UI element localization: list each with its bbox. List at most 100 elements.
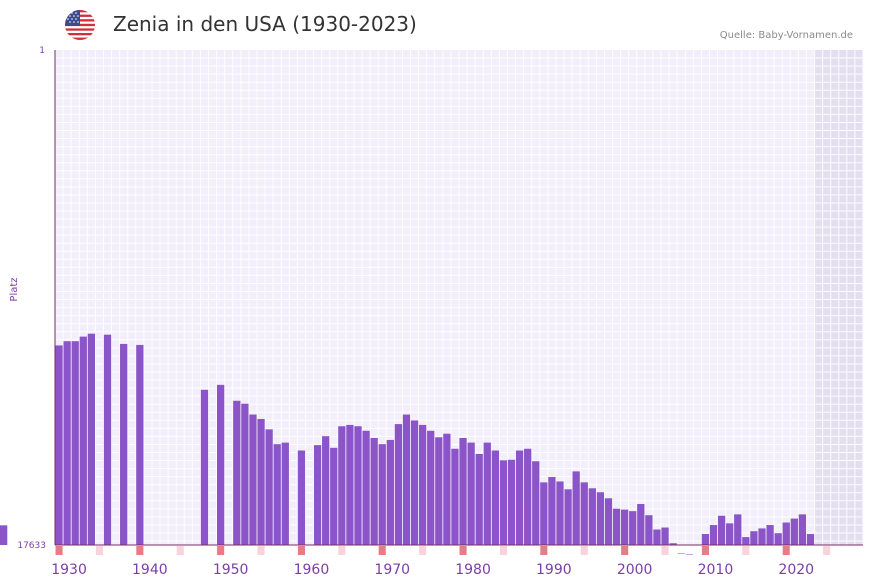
bar-1987 bbox=[515, 450, 524, 545]
halfdecade-marker-2005 bbox=[661, 546, 669, 555]
x-tick-1940: 1940 bbox=[132, 562, 168, 578]
halfdecade-marker-1985 bbox=[499, 546, 507, 555]
bar-1993 bbox=[564, 489, 572, 545]
decade-marker-1940 bbox=[136, 546, 144, 555]
decade-marker-2010 bbox=[701, 546, 709, 555]
x-tick-1960: 1960 bbox=[294, 562, 330, 578]
bar-1950 bbox=[217, 384, 225, 545]
bar-1958 bbox=[281, 442, 289, 545]
bar-1976 bbox=[427, 430, 435, 545]
bar-1933 bbox=[79, 336, 87, 545]
bar-1956 bbox=[265, 429, 273, 545]
decade-marker-1980 bbox=[459, 546, 467, 555]
bar-1977 bbox=[435, 437, 443, 545]
x-tick-2000: 2000 bbox=[617, 562, 653, 578]
bar-1988 bbox=[524, 448, 532, 545]
bar-2008 bbox=[685, 554, 693, 555]
bar-1967 bbox=[354, 426, 362, 545]
bar-1934 bbox=[87, 333, 95, 545]
source-label: Quelle: Baby-Vornamen.de bbox=[719, 30, 853, 41]
bar-1948 bbox=[200, 389, 209, 545]
halfdecade-marker-2015 bbox=[742, 546, 750, 555]
bar-1994 bbox=[572, 471, 580, 545]
decade-marker-1970 bbox=[378, 546, 386, 555]
bar-1969 bbox=[370, 438, 378, 545]
bar-2020 bbox=[782, 522, 790, 545]
bar-1981 bbox=[467, 442, 475, 545]
bar-1972 bbox=[394, 424, 403, 545]
bar-1983 bbox=[483, 442, 491, 545]
decade-marker-2000 bbox=[621, 546, 629, 555]
bar-1998 bbox=[604, 498, 613, 545]
bar-2016 bbox=[750, 531, 758, 545]
decade-marker-1960 bbox=[297, 546, 305, 555]
bar-1938 bbox=[120, 343, 128, 545]
bar-1979 bbox=[451, 448, 459, 545]
bar-2013 bbox=[726, 523, 734, 545]
bar-1960 bbox=[297, 450, 306, 545]
bar-1986 bbox=[507, 459, 516, 545]
bar-1985 bbox=[499, 460, 508, 545]
bar-1964 bbox=[330, 447, 338, 545]
bar-1930 bbox=[55, 345, 63, 545]
bar-2022 bbox=[798, 514, 807, 545]
bar-1974 bbox=[410, 420, 419, 545]
bar-2003 bbox=[645, 515, 653, 545]
bar-2012 bbox=[717, 515, 726, 545]
bar-2002 bbox=[637, 504, 645, 545]
bar-1992 bbox=[556, 481, 564, 545]
y-tick-top: 1 bbox=[39, 46, 45, 56]
halfdecade-marker-2025 bbox=[823, 546, 831, 555]
halfdecade-marker-1965 bbox=[338, 546, 346, 555]
us-flag-icon bbox=[65, 10, 95, 40]
bar-2018 bbox=[766, 525, 774, 545]
bar-1996 bbox=[588, 488, 596, 545]
bar-1995 bbox=[580, 482, 588, 545]
bar-1973 bbox=[402, 414, 411, 545]
bar-1965 bbox=[338, 426, 346, 545]
bar-2005 bbox=[661, 527, 669, 545]
x-tick-2020: 2020 bbox=[778, 562, 814, 578]
bar-1991 bbox=[548, 476, 556, 545]
bar-1966 bbox=[346, 424, 354, 545]
y-tick-bottom: 17633 bbox=[17, 541, 46, 551]
x-tick-1990: 1990 bbox=[536, 562, 572, 578]
bar-1997 bbox=[596, 492, 605, 545]
bar-1940 bbox=[136, 344, 144, 545]
bar-2010 bbox=[701, 534, 710, 545]
bar-2021 bbox=[790, 518, 798, 545]
bar-2000 bbox=[621, 509, 629, 545]
bar-2001 bbox=[629, 511, 637, 545]
bar-2014 bbox=[734, 514, 742, 545]
y-axis-label: Platz bbox=[9, 277, 20, 301]
bar-2006 bbox=[669, 543, 677, 545]
bar-1954 bbox=[249, 414, 257, 545]
bar-1952 bbox=[233, 400, 241, 545]
bar-1984 bbox=[491, 450, 499, 545]
decade-marker-1950 bbox=[217, 546, 225, 555]
bar-2004 bbox=[653, 529, 661, 545]
halfdecade-marker-1955 bbox=[257, 546, 265, 555]
bar-1963 bbox=[322, 436, 330, 545]
x-tick-2010: 2010 bbox=[698, 562, 734, 578]
bar-1931 bbox=[63, 341, 71, 545]
bar-1970 bbox=[378, 444, 386, 545]
bar-1975 bbox=[419, 424, 427, 545]
x-tick-1980: 1980 bbox=[455, 562, 491, 578]
bar-1955 bbox=[257, 418, 265, 545]
halfdecade-marker-1975 bbox=[419, 546, 427, 555]
bar-1978 bbox=[443, 433, 451, 545]
bar-1957 bbox=[273, 444, 281, 545]
bar-2023 bbox=[806, 534, 815, 545]
bar-1980 bbox=[459, 438, 467, 545]
bar-2017 bbox=[758, 528, 766, 545]
x-tick-1930: 1930 bbox=[51, 562, 87, 578]
halfdecade-marker-1945 bbox=[176, 546, 184, 555]
decade-marker-2020 bbox=[782, 546, 790, 555]
bar-1962 bbox=[313, 445, 322, 545]
x-tick-1950: 1950 bbox=[213, 562, 249, 578]
bar-1932 bbox=[71, 341, 79, 545]
decade-marker-1930 bbox=[55, 546, 63, 555]
bar-1971 bbox=[386, 439, 394, 545]
